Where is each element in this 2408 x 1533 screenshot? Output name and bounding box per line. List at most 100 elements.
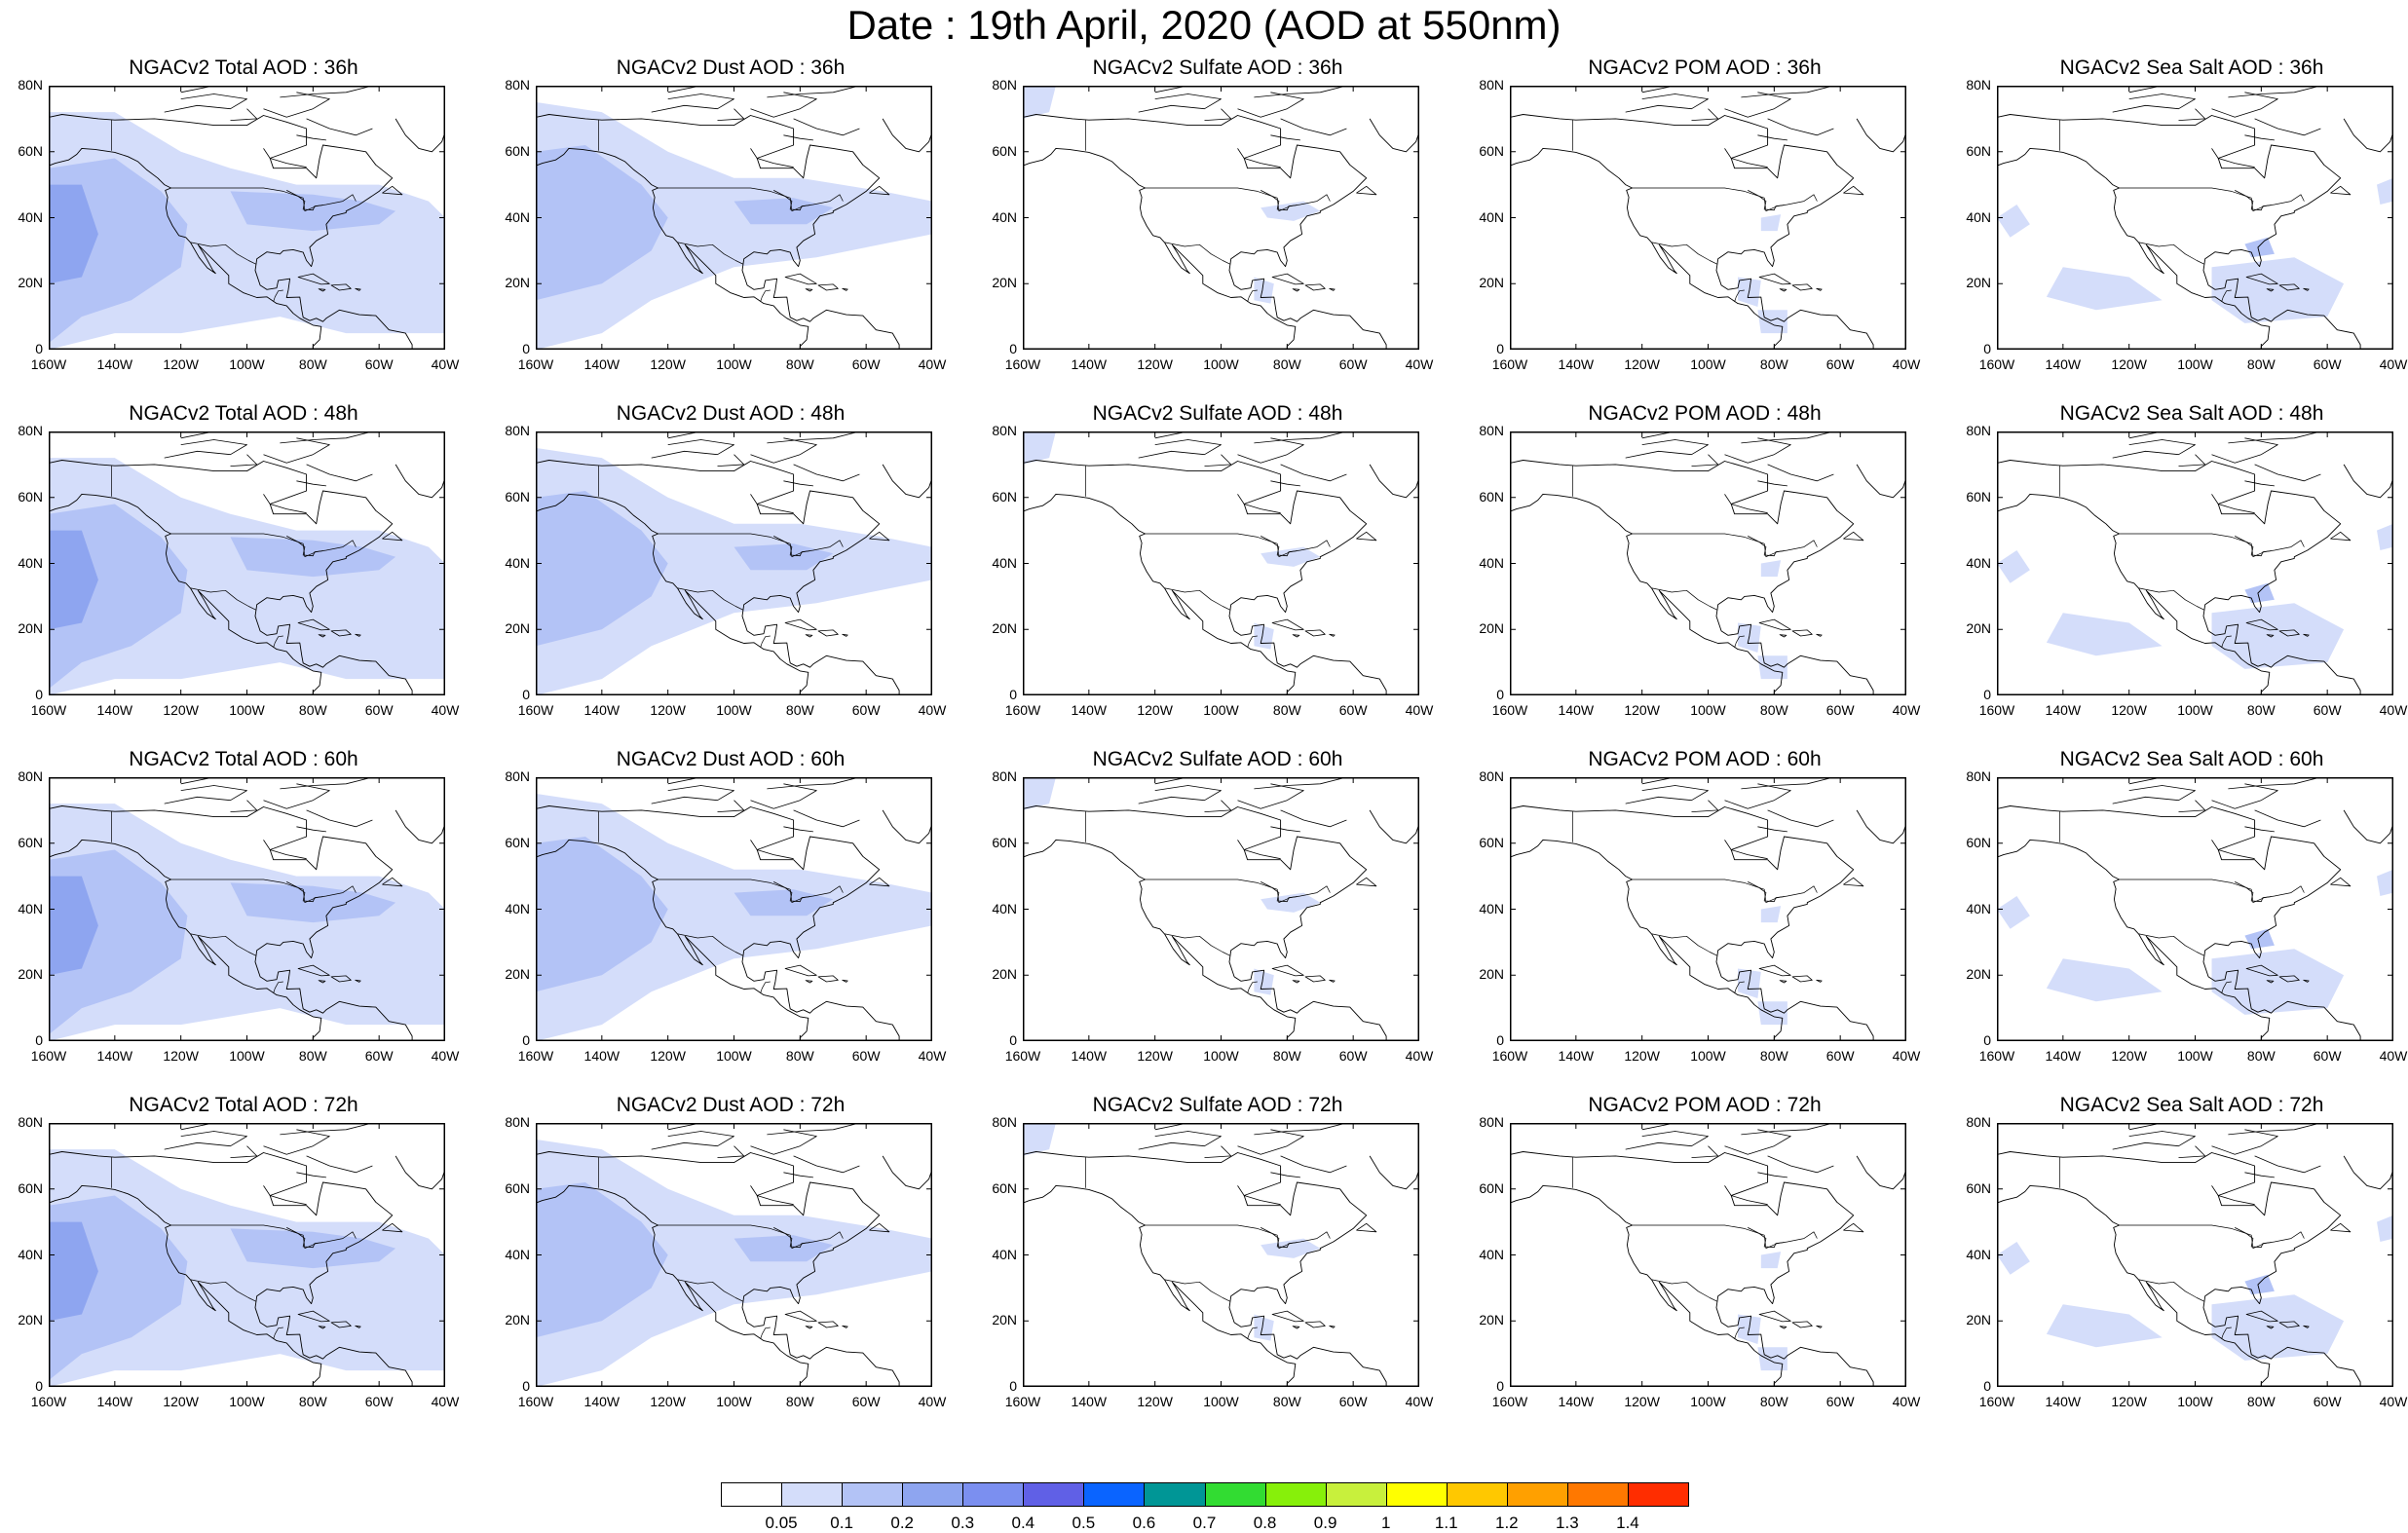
aod-shading — [1757, 1001, 1787, 1026]
lat-tick-label: 60N — [18, 142, 43, 159]
hudson-bay-coast — [1724, 840, 1768, 860]
map-svg — [49, 86, 445, 350]
greenland-coast — [395, 1149, 445, 1190]
arctic-island-coast — [1280, 1155, 1347, 1174]
country-border — [1734, 635, 1745, 649]
lat-tick-label: 80N — [1966, 77, 1991, 93]
arctic-island-coast — [767, 431, 860, 444]
island-coast — [382, 1222, 403, 1233]
coastline — [49, 460, 413, 695]
lon-tick-label: 120W — [2111, 702, 2147, 718]
island-coast — [1816, 287, 1823, 291]
arctic-island-coast — [1724, 783, 1791, 809]
island-coast — [2278, 629, 2300, 637]
lon-tick-label: 40W — [2379, 1048, 2408, 1064]
arctic-island-coast — [2244, 134, 2275, 141]
lat-tick-label: 40N — [992, 208, 1017, 225]
island-coast — [2245, 1310, 2278, 1323]
arctic-island-coast — [1691, 108, 1719, 121]
arctic-island-coast — [2211, 783, 2278, 809]
lon-tick-label: 100W — [1690, 702, 1726, 718]
aod-shading — [536, 1182, 668, 1338]
country-border — [1164, 242, 1231, 265]
map-svg — [49, 431, 445, 695]
lat-tick-label: 0 — [1009, 341, 1017, 356]
colorbar-swatch — [1325, 1482, 1387, 1507]
lat-tick-label: 0 — [1009, 1032, 1017, 1048]
lat-tick-label: 20N — [992, 1312, 1017, 1328]
arctic-island-coast — [1270, 826, 1300, 833]
lon-tick-label: 160W — [1491, 702, 1528, 718]
island-coast — [1843, 877, 1864, 887]
coastline — [1997, 1151, 2361, 1387]
greenland-coast — [2343, 112, 2393, 153]
hudson-bay-coast — [263, 148, 307, 168]
island-coast — [1816, 979, 1823, 983]
lon-tick-label: 120W — [1624, 1394, 1660, 1409]
island-coast — [842, 979, 848, 983]
lat-tick-label: 40N — [1479, 900, 1504, 916]
map-panel: NGACv2 POM AOD : 48h 80N 60N 40N 20N 0 160W 140… — [1461, 402, 1948, 724]
island-coast — [2330, 877, 2352, 887]
lat-tick-label: 0 — [1983, 687, 1991, 702]
lon-tick-label: 120W — [650, 1394, 686, 1409]
arctic-island-coast — [783, 134, 813, 141]
island-coast — [330, 283, 352, 291]
lon-tick-label: 40W — [431, 356, 460, 372]
map-svg — [1510, 431, 1906, 695]
lat-tick-label: 60N — [505, 142, 530, 159]
colorbar-label: 0.9 — [1313, 1514, 1337, 1532]
country-border — [1651, 242, 1718, 265]
lon-tick-label: 40W — [2379, 1394, 2408, 1409]
panel-title: NGACv2 Dust AOD : 48h — [616, 402, 846, 425]
colorbar-swatch — [842, 1482, 904, 1507]
map-panel: NGACv2 Dust AOD : 72h 80N 60N 40N 20N 0 160W 14… — [487, 1094, 974, 1415]
aod-shading — [1023, 777, 1056, 810]
island-coast — [805, 980, 813, 984]
aod-shading — [2377, 523, 2393, 550]
aod-shading — [536, 837, 668, 992]
aod-shading — [49, 184, 98, 284]
arctic-island-coast — [1625, 93, 1709, 113]
lon-tick-label: 100W — [2177, 1048, 2213, 1064]
aod-shading — [1997, 1242, 2030, 1275]
greenland-coast — [1856, 804, 1906, 844]
great-lakes-shore — [1260, 190, 1298, 211]
lon-tick-label: 140W — [2045, 1048, 2082, 1064]
arctic-island-coast — [750, 1129, 817, 1155]
aod-shading — [536, 447, 932, 695]
island-coast — [1779, 288, 1787, 292]
arctic-island-coast — [2254, 1155, 2321, 1174]
lon-tick-label: 140W — [1558, 356, 1595, 372]
lat-tick-label: 60N — [992, 834, 1017, 850]
lat-tick-label: 20N — [18, 1312, 43, 1328]
arctic-island-coast — [180, 86, 264, 93]
lat-tick-label: 40N — [992, 554, 1017, 571]
lat-tick-label: 0 — [1983, 1378, 1991, 1394]
arctic-island-coast — [2112, 93, 2196, 113]
arctic-island-coast — [793, 809, 860, 828]
map-plot-area — [1510, 1123, 1906, 1387]
map-panel: NGACv2 POM AOD : 72h 80N 60N 40N 20N 0 160W 140… — [1461, 1094, 1948, 1415]
aod-shading — [1023, 431, 1056, 465]
arctic-island-coast — [667, 86, 751, 93]
island-coast — [784, 1310, 817, 1323]
arctic-island-coast — [651, 785, 734, 804]
aod-shading — [1997, 896, 2030, 929]
lat-tick-label: 60N — [1479, 834, 1504, 850]
lat-tick-label: 0 — [35, 341, 43, 356]
island-coast — [869, 531, 890, 542]
lat-tick-label: 0 — [1009, 1378, 1017, 1394]
lat-tick-label: 0 — [522, 687, 530, 702]
great-lakes-shore — [2235, 881, 2272, 903]
country-border — [1164, 587, 1231, 611]
arctic-island-coast — [2178, 108, 2206, 121]
map-panel: NGACv2 Total AOD : 60h 80N 60N 40N 20N 0 160W 1… — [0, 748, 487, 1069]
lon-tick-label: 80W — [298, 356, 327, 372]
island-coast — [817, 975, 839, 983]
greenland-coast — [1369, 458, 1419, 499]
arctic-island-coast — [296, 1172, 326, 1178]
colorbar-label: 0.1 — [830, 1514, 853, 1532]
hudson-bay-coast — [263, 494, 307, 514]
lat-tick-label: 40N — [1966, 208, 1991, 225]
